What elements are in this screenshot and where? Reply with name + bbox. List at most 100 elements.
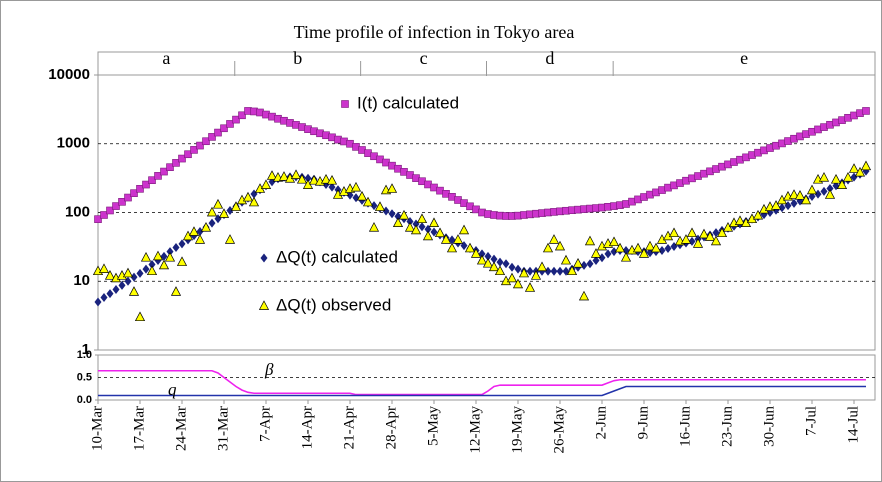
square-marker bbox=[118, 198, 126, 206]
triangle-marker bbox=[296, 173, 308, 184]
triangle-marker bbox=[452, 234, 464, 244]
diamond-marker bbox=[826, 184, 834, 194]
square-marker bbox=[190, 146, 198, 154]
triangle-marker bbox=[506, 272, 518, 283]
diamond-marker bbox=[388, 209, 396, 219]
x-tick-label: 28-Apr bbox=[383, 406, 399, 449]
triangle-marker bbox=[470, 248, 482, 258]
triangle-marker bbox=[578, 290, 590, 301]
diamond-marker bbox=[370, 201, 378, 211]
triangle-marker bbox=[176, 256, 188, 266]
legend-marker bbox=[341, 100, 349, 108]
diamond-marker bbox=[514, 264, 522, 274]
diamond-marker bbox=[502, 259, 510, 269]
square-marker bbox=[202, 137, 210, 146]
triangle-marker bbox=[794, 190, 806, 200]
square-marker bbox=[130, 189, 138, 197]
triangle-marker bbox=[518, 267, 530, 278]
triangle-marker bbox=[632, 242, 644, 253]
triangle-marker bbox=[122, 267, 134, 278]
triangle-marker bbox=[848, 163, 860, 173]
x-tick-label: 2-Jun bbox=[593, 406, 609, 440]
diamond-marker bbox=[646, 248, 654, 258]
triangle-marker bbox=[212, 198, 224, 209]
triangle-marker bbox=[260, 179, 272, 189]
triangle-marker bbox=[386, 183, 398, 193]
triangle-marker bbox=[194, 234, 206, 244]
diamond-marker bbox=[526, 266, 534, 276]
diamond-marker bbox=[484, 251, 492, 261]
diamond-marker bbox=[142, 264, 150, 274]
square-marker bbox=[196, 141, 204, 150]
triangle-marker bbox=[446, 242, 458, 253]
x-tick-label: 24-Mar bbox=[173, 406, 189, 451]
y2-tick-label: 0.5 bbox=[77, 371, 92, 383]
square-marker bbox=[862, 107, 870, 115]
triangle-marker bbox=[566, 265, 578, 276]
square-marker bbox=[220, 124, 228, 133]
triangle-marker bbox=[410, 224, 422, 235]
diamond-marker bbox=[130, 272, 138, 282]
line bbox=[98, 385, 866, 397]
square-marker bbox=[124, 193, 132, 202]
y2-tick-label: 0.0 bbox=[77, 394, 92, 406]
triangle-marker bbox=[494, 265, 506, 276]
phase-label: a bbox=[162, 48, 170, 68]
triangle-marker bbox=[362, 196, 374, 207]
triangle-marker bbox=[458, 224, 470, 235]
triangle-marker bbox=[542, 242, 554, 253]
phase-label: b bbox=[293, 48, 302, 68]
diamond-marker bbox=[592, 256, 600, 266]
square-marker bbox=[238, 111, 246, 120]
triangle-marker bbox=[560, 254, 572, 265]
square-marker bbox=[106, 206, 114, 215]
diamond-marker bbox=[610, 247, 618, 257]
triangle-marker bbox=[188, 226, 200, 236]
diamond-marker bbox=[556, 266, 564, 276]
triangle-marker bbox=[704, 231, 716, 241]
series-label: β bbox=[264, 360, 274, 379]
diamond-marker bbox=[430, 227, 438, 237]
diamond-marker bbox=[106, 289, 114, 299]
x-tick-label: 26-May bbox=[551, 406, 567, 454]
diamond-marker bbox=[172, 242, 180, 252]
triangle-marker bbox=[614, 242, 626, 253]
square-marker bbox=[112, 202, 120, 210]
triangle-marker bbox=[242, 191, 254, 202]
triangle-marker bbox=[668, 227, 680, 238]
x-tick-label: 30-Jun bbox=[761, 406, 777, 447]
triangle-marker bbox=[140, 251, 152, 262]
triangle-marker bbox=[608, 236, 620, 247]
diamond-marker bbox=[712, 228, 720, 238]
triangle-marker bbox=[530, 270, 542, 280]
triangle-marker bbox=[524, 282, 536, 292]
triangle-marker bbox=[98, 263, 110, 273]
diamond-marker bbox=[580, 260, 588, 270]
triangle-marker bbox=[440, 234, 452, 244]
diamond-marker bbox=[304, 173, 312, 183]
triangle-marker bbox=[464, 242, 476, 253]
diamond-marker bbox=[136, 268, 144, 278]
x-tick-label: 31-Mar bbox=[215, 406, 231, 451]
triangle-marker bbox=[644, 240, 656, 251]
triangle-marker bbox=[230, 201, 242, 211]
x-tick-label: 7-Jul bbox=[803, 406, 819, 436]
triangle-marker bbox=[800, 194, 812, 205]
diamond-marker bbox=[598, 253, 606, 263]
legend-marker bbox=[258, 300, 270, 310]
diamond-marker bbox=[328, 182, 336, 192]
triangle-marker bbox=[698, 228, 710, 239]
triangle-marker bbox=[398, 209, 410, 220]
square-marker bbox=[172, 159, 180, 167]
triangle-marker bbox=[134, 311, 146, 322]
square-marker bbox=[142, 180, 150, 189]
x-tick-label: 23-Jun bbox=[719, 406, 735, 447]
diamond-marker bbox=[622, 246, 630, 256]
triangle-marker bbox=[512, 278, 524, 289]
diamond-marker bbox=[778, 203, 786, 213]
diamond-marker bbox=[490, 254, 498, 264]
triangle-marker bbox=[308, 174, 320, 185]
square-marker bbox=[226, 120, 234, 128]
triangle-marker bbox=[104, 270, 116, 280]
